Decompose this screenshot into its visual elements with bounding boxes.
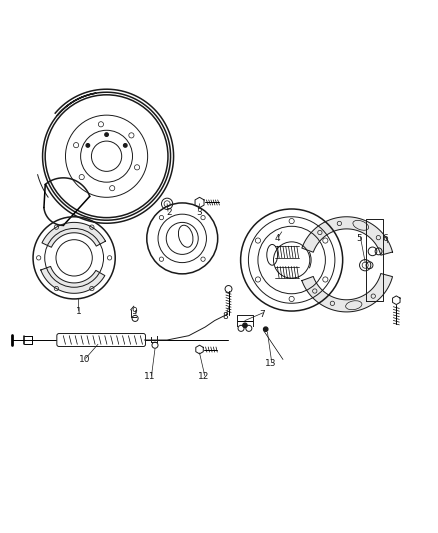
Circle shape [264, 327, 268, 332]
Circle shape [105, 133, 108, 136]
Text: 7: 7 [259, 310, 265, 319]
Polygon shape [302, 217, 392, 255]
Text: 9: 9 [132, 308, 138, 317]
Text: 8: 8 [223, 312, 228, 321]
Text: 4: 4 [275, 234, 280, 243]
Text: 10: 10 [79, 355, 91, 364]
Text: 5: 5 [357, 234, 362, 243]
Text: 1: 1 [76, 308, 81, 317]
Circle shape [124, 144, 127, 147]
Text: 13: 13 [265, 359, 277, 368]
Polygon shape [302, 273, 392, 312]
Circle shape [243, 323, 247, 327]
Text: 3: 3 [197, 208, 202, 217]
FancyBboxPatch shape [57, 334, 145, 346]
Text: 11: 11 [144, 372, 155, 381]
Text: 6: 6 [383, 234, 389, 243]
Text: 12: 12 [198, 372, 209, 381]
Polygon shape [42, 222, 106, 247]
Text: 2: 2 [166, 208, 172, 217]
Circle shape [86, 144, 89, 147]
Polygon shape [41, 266, 105, 293]
